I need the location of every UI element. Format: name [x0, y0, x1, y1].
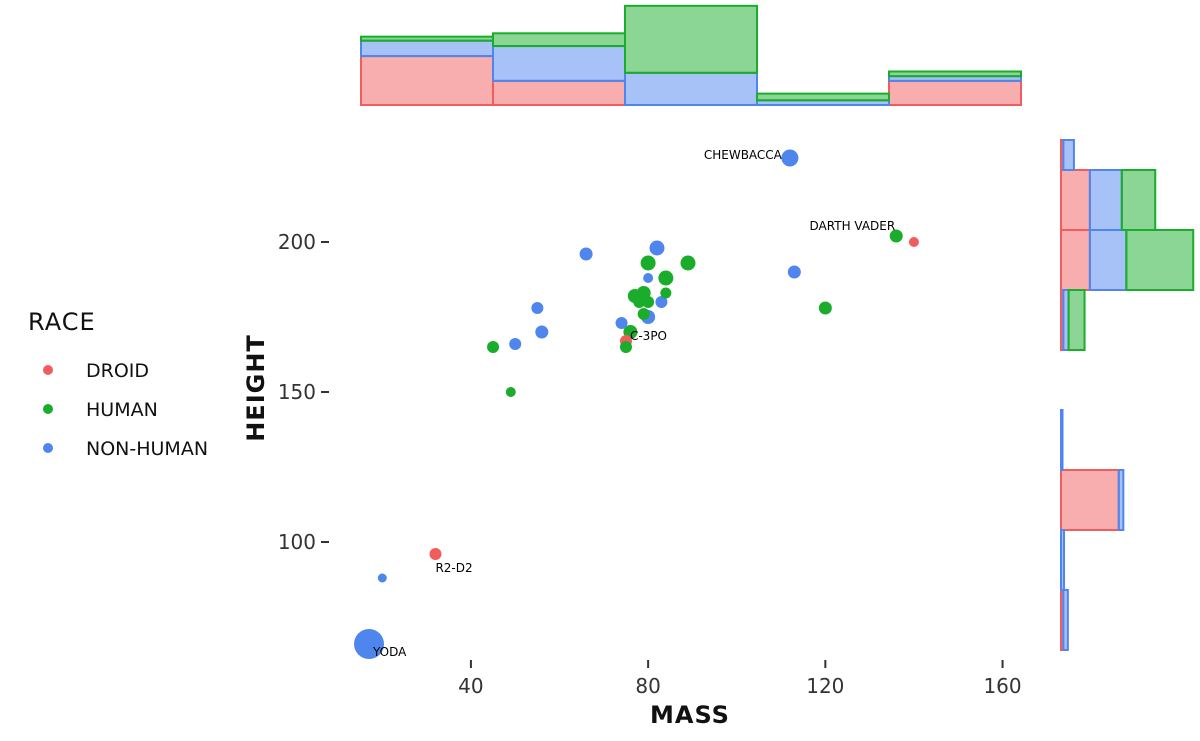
top-hist-bar-droid	[360, 55, 494, 106]
x-tick-label: 40	[458, 674, 483, 698]
right-hist-bar-droid	[1060, 469, 1120, 531]
scatter-point-non-human	[354, 629, 385, 659]
right-hist-bar-non-human	[1088, 229, 1128, 291]
right-marginal-histogram	[1060, 139, 1195, 651]
top-hist-bar-human	[360, 35, 494, 42]
scatter-point-non-human	[787, 265, 801, 279]
scatter-point-human	[633, 296, 646, 308]
right-hist-bar-human	[1125, 229, 1195, 291]
right-hist-bar-droid	[1060, 229, 1091, 291]
top-hist-bar-droid	[492, 79, 626, 106]
top-hist-bar-non-human	[492, 45, 626, 82]
right-hist-bar-droid	[1060, 169, 1091, 231]
right-hist-bar-non-human	[1062, 589, 1069, 651]
top-hist-bar-non-human	[624, 71, 758, 106]
x-axis-title: MASS	[650, 701, 730, 729]
scatter-point-human	[637, 308, 650, 320]
right-hist-bar-non-human	[1117, 469, 1125, 531]
scatter-point-non-human	[615, 317, 628, 329]
point-label: YODA	[372, 645, 407, 659]
scatter-point-non-human	[535, 325, 549, 339]
scatter-point-non-human	[781, 149, 799, 167]
right-hist-bar-non-human	[1060, 409, 1064, 471]
legend-title: RACE	[28, 308, 96, 336]
right-hist-bar-human	[1120, 169, 1157, 231]
scatter-point-human	[505, 387, 516, 397]
scatter-point-droid	[908, 237, 919, 247]
point-label: CHEWBACCA	[704, 148, 783, 162]
scatter-point-human	[818, 301, 832, 315]
legend-key-human	[43, 404, 53, 414]
scatter-point-human	[640, 255, 656, 271]
y-tick-label: 150	[278, 380, 316, 404]
point-labels: YODA R2-D2 C-3PO CHEWBACCA DARTH VADER	[372, 148, 895, 659]
x-axis: 40 80 120 160	[458, 660, 1022, 698]
y-axis-title: HEIGHT	[242, 334, 270, 442]
top-hist-bar-non-human	[360, 39, 494, 58]
scatter-point-human	[680, 255, 696, 271]
top-hist-bar-human	[756, 92, 890, 102]
top-hist-bar-human	[624, 4, 758, 74]
scatter-point-human	[619, 341, 632, 353]
point-label: C-3PO	[630, 329, 667, 343]
scatter-point-human	[642, 296, 655, 308]
point-label: DARTH VADER	[810, 219, 896, 233]
scatter-points	[354, 149, 919, 659]
scatter-point-human	[660, 287, 672, 299]
right-hist-bar-human	[1067, 289, 1086, 351]
scatter-point-human	[658, 270, 674, 286]
scatter-point-non-human	[655, 296, 668, 308]
y-axis: 100 150 200	[278, 230, 329, 554]
top-hist-bar-droid	[888, 79, 1022, 106]
scatter-point-non-human	[531, 302, 544, 314]
scatter-point-non-human	[649, 240, 665, 256]
scatter-point-human	[889, 229, 903, 243]
legend-key-droid	[43, 365, 53, 375]
right-hist-bar-non-human	[1088, 169, 1123, 231]
right-hist-bar-non-human	[1062, 139, 1075, 171]
legend: RACE DROID HUMAN NON-HUMAN	[28, 308, 208, 460]
y-tick-label: 100	[278, 530, 316, 554]
x-tick-label: 160	[983, 674, 1021, 698]
legend-label: HUMAN	[86, 399, 158, 421]
right-hist-bar-non-human	[1060, 529, 1066, 591]
legend-items: DROID HUMAN NON-HUMAN	[43, 360, 208, 460]
x-tick-label: 120	[806, 674, 844, 698]
top-hist-bar-human	[888, 70, 1022, 78]
x-tick-label: 80	[635, 674, 660, 698]
scatter-point-non-human	[579, 247, 593, 261]
scatter-point-non-human	[509, 338, 522, 350]
top-hist-bar-human	[492, 32, 626, 48]
y-tick-label: 200	[278, 230, 316, 254]
scatter-point-human	[487, 341, 500, 353]
top-marginal-histogram	[360, 4, 1022, 106]
point-label: R2-D2	[435, 561, 472, 575]
legend-key-non-human	[43, 443, 53, 453]
legend-label: NON-HUMAN	[86, 438, 208, 460]
legend-label: DROID	[86, 360, 149, 382]
scatter-point-non-human	[643, 273, 654, 283]
scatter-point-droid	[429, 548, 442, 560]
scatter-point-non-human	[377, 573, 387, 583]
